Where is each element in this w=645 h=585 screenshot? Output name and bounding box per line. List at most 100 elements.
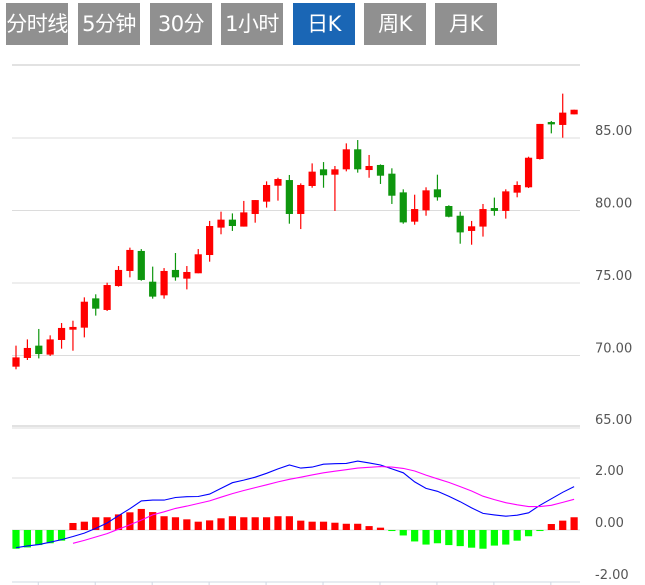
- macd-bar: [331, 522, 339, 530]
- candle-body: [502, 191, 510, 211]
- price-axis-labels: 85.00 80.00 75.00 70.00 65.00: [595, 124, 632, 428]
- candle-body: [160, 270, 168, 296]
- macd-bar: [35, 530, 43, 546]
- candle-body: [285, 180, 293, 214]
- macd-bar: [274, 516, 282, 530]
- macd-bar: [23, 530, 31, 548]
- candle-body: [46, 339, 54, 355]
- candle-body: [342, 149, 350, 170]
- candle-body: [149, 281, 157, 297]
- candle-body: [433, 189, 442, 198]
- macd-bar: [513, 530, 521, 541]
- macd-bar: [149, 512, 157, 530]
- macd-bar: [171, 517, 180, 530]
- price-tick-label: 80.00: [595, 197, 632, 212]
- candle-body: [365, 165, 373, 171]
- macd-bar: [319, 521, 328, 530]
- macd-bar: [114, 514, 123, 530]
- macd-bar: [524, 530, 533, 537]
- macd-histogram: [12, 508, 578, 549]
- candle-body: [513, 184, 521, 193]
- macd-tick-label: 0.00: [595, 516, 624, 531]
- tab-intraday[interactable]: 分时线: [6, 3, 68, 45]
- macd-bar: [422, 530, 430, 545]
- tab-1hour[interactable]: 1小时: [221, 3, 283, 45]
- macd-bar: [479, 530, 487, 549]
- candle-body: [308, 171, 316, 186]
- candle-body: [479, 209, 487, 227]
- candle-body: [183, 271, 191, 279]
- macd-bar: [240, 517, 248, 530]
- candle-body: [297, 184, 305, 214]
- macd-bar: [12, 530, 20, 549]
- candle-body: [126, 249, 134, 271]
- macd-bar: [126, 512, 134, 530]
- macd-bar: [308, 521, 316, 530]
- candle-body: [319, 169, 328, 176]
- candle-body: [570, 109, 578, 115]
- candle-body: [536, 123, 544, 160]
- macd-bar: [228, 516, 237, 530]
- candle-body: [194, 254, 202, 274]
- macd-bar: [559, 520, 567, 530]
- macd-bar: [456, 530, 464, 547]
- candle-body: [228, 219, 237, 227]
- macd-tick-label: -2.00: [595, 568, 629, 583]
- candle-body: [23, 347, 31, 358]
- macd-bar: [365, 526, 373, 530]
- macd-bar: [399, 530, 407, 536]
- macd-bar: [103, 517, 111, 530]
- tab-weekly-k[interactable]: 周K: [364, 3, 426, 45]
- macd-lines: [15, 460, 575, 549]
- candle-body: [547, 122, 555, 125]
- price-tick-label: 65.00: [595, 413, 632, 428]
- candle-body: [490, 208, 498, 211]
- macd-bar: [376, 527, 385, 530]
- dif-line: [15, 460, 575, 549]
- macd-bar: [92, 517, 100, 530]
- macd-bar: [183, 519, 191, 530]
- macd-bar: [137, 508, 145, 530]
- macd-axis-labels: 2.00 0.00 -2.00: [595, 464, 629, 583]
- macd-bar: [536, 530, 544, 532]
- macd-bar: [80, 521, 88, 530]
- candle-body: [171, 269, 180, 278]
- candle-body: [69, 326, 77, 330]
- macd-bar: [354, 523, 362, 530]
- tab-5min[interactable]: 5分钟: [78, 3, 140, 45]
- macd-bar: [570, 517, 578, 530]
- candle-body: [262, 184, 271, 202]
- macd-bar: [194, 521, 202, 530]
- price-grid: [12, 64, 580, 429]
- macd-bar: [490, 530, 498, 546]
- candle-body: [274, 179, 282, 186]
- candle-body: [376, 164, 385, 176]
- price-tick-label: 85.00: [595, 124, 632, 139]
- tab-monthly-k[interactable]: 月K: [435, 3, 497, 45]
- price-tick-label: 70.00: [595, 342, 632, 357]
- macd-bar: [388, 530, 396, 532]
- candle-body: [524, 157, 533, 188]
- candle-body: [12, 357, 20, 367]
- macd-tick-label: 2.00: [595, 464, 624, 479]
- macd-bar: [285, 516, 293, 530]
- tab-daily-k[interactable]: 日K: [293, 3, 355, 45]
- candle-body: [240, 212, 248, 227]
- macd-bar: [468, 530, 476, 548]
- macd-bar: [433, 530, 442, 544]
- candle-body: [251, 200, 259, 214]
- candle-body: [137, 250, 145, 280]
- candle-body: [456, 215, 464, 233]
- macd-bar: [46, 530, 54, 544]
- candle-body: [217, 219, 225, 228]
- candle-body: [388, 173, 396, 196]
- macd-bar: [342, 523, 350, 530]
- candle-body: [35, 345, 43, 355]
- candle-body: [445, 206, 453, 217]
- macd-bar: [69, 522, 77, 530]
- candle-body: [422, 190, 430, 211]
- candle-body: [103, 285, 111, 310]
- candle-body: [559, 112, 567, 125]
- macd-bar: [160, 516, 168, 530]
